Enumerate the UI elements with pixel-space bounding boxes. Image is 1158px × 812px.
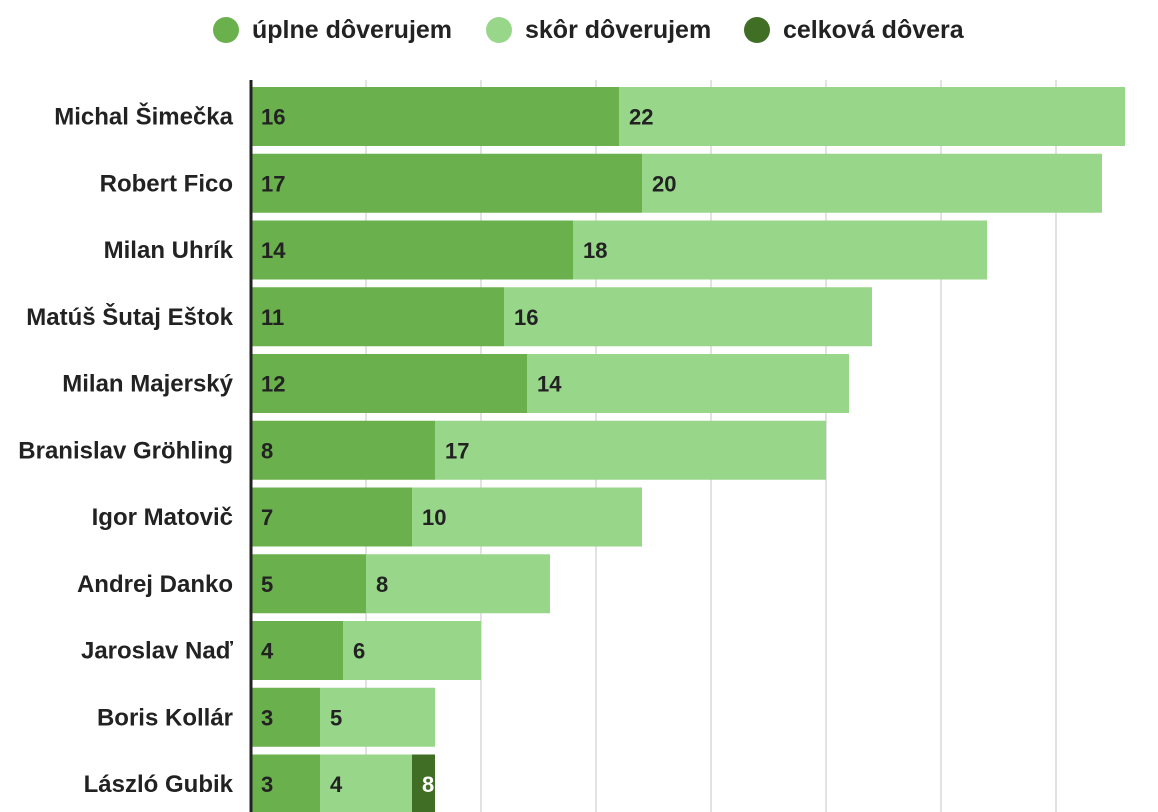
bar-segment	[435, 420, 826, 480]
data-label: 11	[261, 305, 284, 330]
data-label: 6	[353, 639, 365, 664]
bar-segment	[366, 554, 550, 614]
bar-segment	[251, 287, 504, 347]
data-label: 13	[560, 572, 584, 597]
bar-segment	[642, 153, 1102, 213]
data-label: 3	[261, 772, 273, 797]
bar-row: 11 16 27	[251, 287, 906, 347]
data-label: 17	[652, 505, 676, 530]
data-label: 32	[997, 238, 1021, 263]
bar-segment	[412, 487, 642, 547]
data-label: 27	[882, 305, 906, 330]
category-label: Boris Kollár	[97, 704, 233, 731]
bar-segment	[251, 754, 320, 812]
bar-row: 8 17 25	[251, 420, 860, 480]
category-label: Michal Šimečka	[54, 103, 233, 131]
data-label: 5	[330, 705, 342, 730]
legend-label: skôr dôverujem	[525, 16, 711, 44]
legend-label: celková dôvera	[783, 16, 965, 44]
data-label: 14	[261, 238, 286, 263]
bar-segment	[343, 621, 481, 680]
data-label: 8	[376, 572, 388, 597]
category-labels: Michal Šimečka Robert Fico Milan Uhrík Matú…	[18, 103, 233, 799]
bar-segment	[573, 220, 987, 280]
data-label: 8	[261, 438, 273, 463]
data-label: 17	[261, 171, 285, 196]
bar-row: 14 18 32	[251, 220, 1021, 280]
data-label: 14	[537, 372, 562, 397]
data-label: 10	[422, 505, 446, 530]
bar-segment	[527, 354, 849, 413]
category-label: Robert Fico	[100, 170, 233, 197]
data-label: 5	[261, 572, 273, 597]
bar-row: 7 10 17	[251, 487, 676, 547]
bar-segment	[619, 87, 1125, 146]
category-label: Milan Majerský	[62, 371, 233, 398]
data-label: 37	[1112, 171, 1136, 196]
bar-row: 3 5 8	[251, 687, 457, 747]
bar-segment	[251, 354, 527, 413]
legend-swatch	[744, 17, 770, 43]
bar-segment	[251, 220, 573, 280]
data-label: 8	[445, 705, 457, 730]
data-label: 22	[629, 105, 653, 130]
legend-swatch	[213, 17, 239, 43]
bar-segment	[251, 487, 412, 547]
legend-item: celková dôvera	[744, 16, 965, 44]
legend-label: úplne dôverujem	[252, 16, 452, 44]
category-label: Igor Matovič	[92, 504, 233, 531]
bar-segment	[251, 87, 619, 146]
data-label: 26	[859, 372, 883, 397]
bar-segment	[504, 287, 872, 347]
category-label: László Gubik	[84, 771, 234, 798]
bar-segment	[251, 153, 642, 213]
data-label: 25	[836, 438, 860, 463]
data-label: 18	[583, 238, 607, 263]
data-label: 4	[261, 639, 274, 664]
bar-segment	[251, 420, 435, 480]
bar-segment	[251, 687, 320, 747]
data-label: 16	[514, 305, 538, 330]
chart-legend: úplne dôverujem skôr dôverujem celková dôv…	[213, 16, 965, 44]
data-label: 17	[445, 438, 469, 463]
category-label: Jaroslav Naď	[81, 638, 234, 665]
bar-segment	[320, 754, 412, 812]
data-label: 7	[261, 505, 273, 530]
data-label: 20	[652, 171, 676, 196]
category-label: Matúš Šutaj Eštok	[26, 303, 233, 331]
bar-segment	[320, 687, 435, 747]
category-label: Branislav Gröhling	[18, 437, 233, 464]
category-label: Milan Uhrík	[104, 237, 234, 264]
legend-swatch	[486, 17, 512, 43]
bar-row: 4 6 10	[251, 621, 515, 680]
bar-row: 5 8 13	[251, 554, 584, 614]
bar-row: 17 20 37	[251, 153, 1136, 213]
category-label: Andrej Danko	[77, 571, 233, 598]
legend-item: skôr dôverujem	[486, 16, 711, 44]
data-label: 3	[261, 705, 273, 730]
data-label: 4	[330, 772, 343, 797]
bar-segment	[251, 621, 343, 680]
data-label: 38	[1135, 105, 1158, 130]
bar-row: 12 14 26	[251, 354, 883, 413]
bar-row: 16 22 38	[251, 87, 1158, 146]
legend-item: úplne dôverujem	[213, 16, 452, 44]
data-label: 12	[261, 372, 285, 397]
data-label: 16	[261, 105, 285, 130]
data-label: 10	[491, 639, 515, 664]
bar-row: 3 4 8	[251, 754, 435, 812]
bar-segment	[412, 754, 435, 812]
bar-segment	[251, 554, 366, 614]
data-label: 8	[422, 772, 434, 797]
